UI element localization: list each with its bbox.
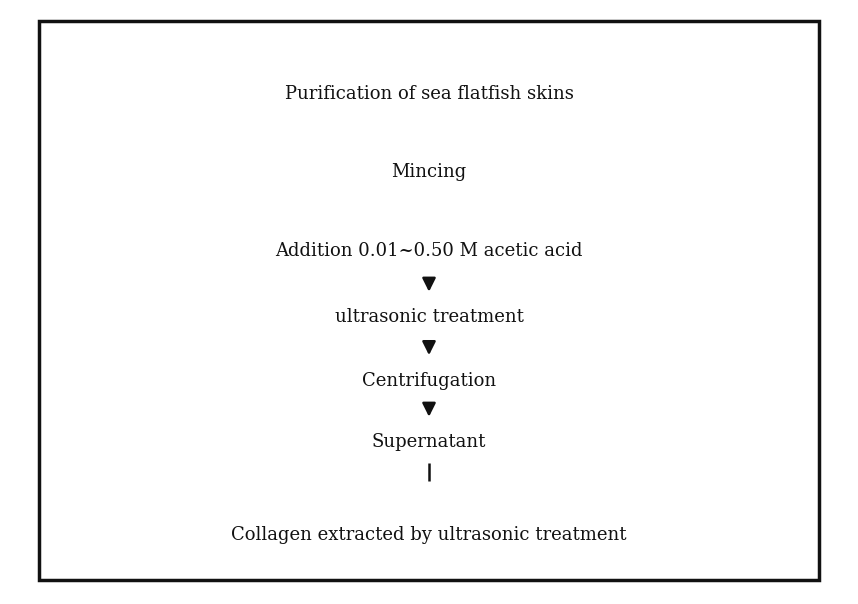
Text: Mincing: Mincing	[391, 163, 467, 181]
Text: Centrifugation: Centrifugation	[362, 371, 496, 390]
Text: Addition 0.01~0.50 M acetic acid: Addition 0.01~0.50 M acetic acid	[275, 242, 583, 260]
Text: Purification of sea flatfish skins: Purification of sea flatfish skins	[285, 85, 573, 103]
Text: Supernatant: Supernatant	[372, 433, 486, 451]
Text: ultrasonic treatment: ultrasonic treatment	[335, 308, 523, 326]
Text: Collagen extracted by ultrasonic treatment: Collagen extracted by ultrasonic treatme…	[232, 525, 626, 544]
